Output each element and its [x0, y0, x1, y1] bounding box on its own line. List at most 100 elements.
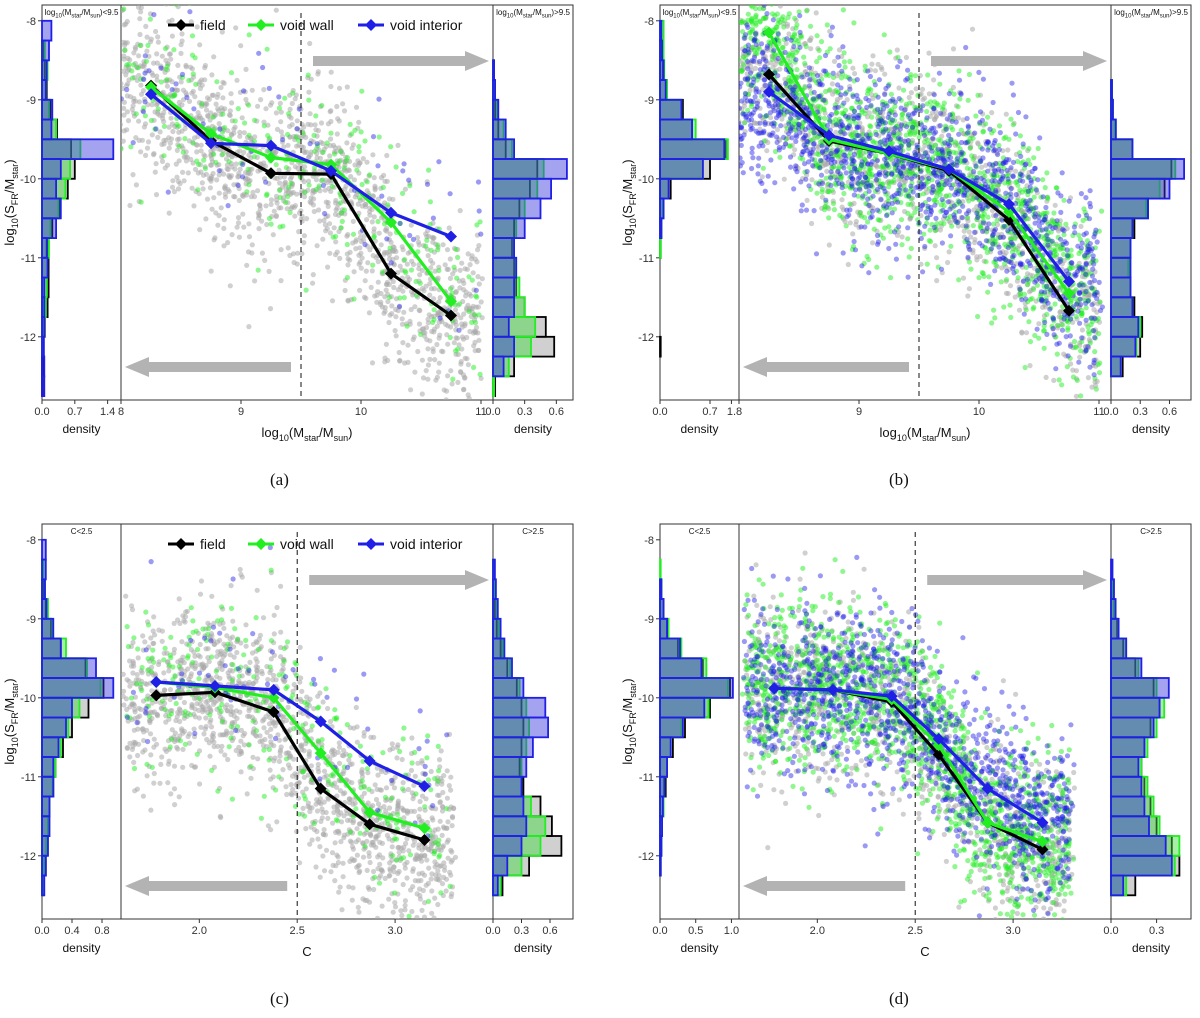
x-axis-label: log10(Mstar/Msun)	[262, 425, 353, 443]
scatter-point	[949, 125, 954, 130]
scatter-point	[441, 242, 446, 247]
scatter-point	[397, 295, 402, 300]
scatter-point	[159, 79, 164, 84]
scatter-point	[764, 113, 769, 118]
scatter-point	[436, 268, 441, 273]
scatter-point	[793, 139, 798, 144]
scatter-point	[287, 253, 292, 258]
scatter-point	[154, 51, 159, 56]
scatter-point	[139, 200, 144, 205]
scatter-point	[235, 225, 240, 230]
scatter-point	[342, 108, 347, 113]
scatter-point	[329, 70, 334, 75]
scatter-point	[874, 163, 879, 168]
scatter-point	[944, 127, 949, 132]
scatter-point	[312, 149, 317, 154]
scatter-point	[1036, 146, 1041, 151]
scatter-point	[823, 53, 828, 58]
scatter-point	[195, 187, 200, 192]
scatter-point	[967, 136, 972, 141]
scatter-point	[286, 185, 291, 190]
scatter-point	[290, 101, 295, 106]
scatter-point	[367, 213, 372, 218]
scatter-point	[972, 240, 977, 245]
scatter-point	[737, 106, 742, 111]
scatter-point	[1074, 368, 1079, 373]
scatter-point	[191, 141, 196, 146]
scatter-point	[461, 287, 466, 292]
scatter-point	[359, 89, 364, 94]
scatter-point	[277, 224, 282, 229]
scatter-point	[444, 389, 449, 394]
scatter-point	[160, 54, 165, 59]
scatter-point	[408, 387, 413, 392]
scatter-point	[249, 250, 254, 255]
scatter-point	[811, 96, 816, 101]
scatter-point	[437, 333, 442, 338]
scatter-point	[814, 191, 819, 196]
scatter-point	[965, 293, 970, 298]
scatter-point	[900, 234, 905, 239]
scatter-point	[252, 118, 257, 123]
scatter-point	[354, 168, 359, 173]
scatter-point	[376, 280, 381, 285]
scatter-point	[331, 235, 336, 240]
scatter-point	[779, 61, 784, 66]
scatter-point	[1034, 187, 1039, 192]
scatter-point	[321, 183, 326, 188]
scatter-point	[777, 67, 782, 72]
scatter-point	[405, 324, 410, 329]
scatter-point	[374, 293, 379, 298]
scatter-point	[409, 267, 414, 272]
scatter-point	[1084, 305, 1089, 310]
scatter-point	[780, 14, 785, 19]
scatter-point	[370, 360, 375, 365]
scatter-point	[771, 48, 776, 53]
scatter-point	[162, 124, 167, 129]
scatter-point	[952, 92, 957, 97]
scatter-point	[204, 102, 209, 107]
scatter-point	[143, 153, 148, 158]
scatter-point	[411, 237, 416, 242]
scatter-point	[869, 62, 874, 67]
scatter-point	[1028, 339, 1033, 344]
scatter-point	[1097, 280, 1102, 285]
scatter-point	[1078, 224, 1083, 229]
scatter-point	[939, 221, 944, 226]
scatter-point	[146, 139, 151, 144]
scatter-point	[908, 72, 913, 77]
scatter-point	[424, 337, 429, 342]
scatter-point	[208, 185, 213, 190]
scatter-point	[407, 233, 412, 238]
left-hist-bar-void_interior	[42, 357, 44, 377]
scatter-point	[299, 251, 304, 256]
left-hist-bar-void_interior	[42, 297, 44, 317]
scatter-point	[761, 166, 766, 171]
scatter-point	[802, 85, 807, 90]
scatter-point	[461, 372, 466, 377]
scatter-point	[478, 372, 483, 377]
scatter-point	[417, 242, 422, 247]
scatter-point	[995, 218, 1000, 223]
scatter-point	[984, 226, 989, 231]
scatter-point	[859, 263, 864, 268]
scatter-point	[815, 33, 820, 38]
scatter-point	[308, 122, 313, 127]
scatter-point	[156, 40, 161, 45]
scatter-point	[180, 170, 185, 175]
scatter-point	[392, 248, 397, 253]
scatter-point	[372, 226, 377, 231]
scatter-point	[933, 173, 938, 178]
scatter-point	[467, 292, 472, 297]
scatter-point	[327, 251, 332, 256]
scatter-point	[193, 55, 198, 60]
scatter-point	[1006, 245, 1011, 250]
scatter-point	[823, 198, 828, 203]
scatter-point	[799, 208, 804, 213]
scatter-point	[885, 163, 890, 168]
scatter-point	[1031, 287, 1036, 292]
scatter-point	[119, 96, 124, 101]
scatter-point	[459, 420, 464, 425]
scatter-point	[454, 276, 459, 281]
